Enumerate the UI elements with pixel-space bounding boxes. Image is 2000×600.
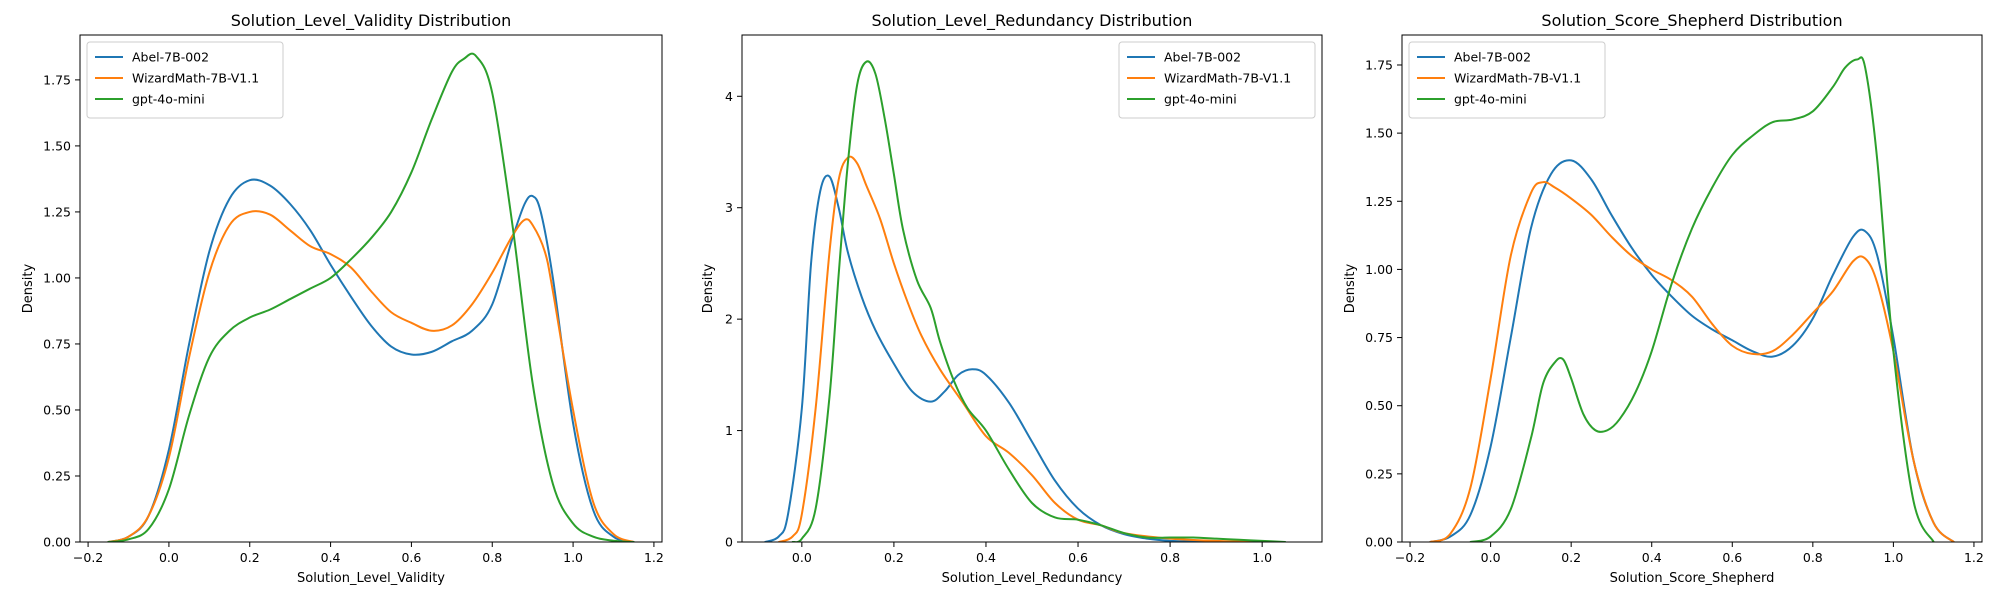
y-axis-label: Density <box>21 263 36 313</box>
y-tick-label: 1.50 <box>1365 126 1393 141</box>
y-tick-label: 3 <box>725 200 733 215</box>
y-tick-label: 2 <box>725 312 733 327</box>
legend-label: WizardMath-7B-V1.1 <box>132 71 259 86</box>
legend-box <box>1118 41 1316 119</box>
x-tick-label: 0.0 <box>1481 550 1501 565</box>
chart-title: Solution_Level_Validity Distribution <box>231 11 512 31</box>
y-axis-label: Density <box>1343 263 1358 313</box>
x-tick-label: 0.4 <box>321 550 341 565</box>
legend: Abel-7B-002 WizardMath-7B-V1.1 gpt-4o-mini <box>1408 41 1606 119</box>
y-tick-label: 1.25 <box>43 204 71 219</box>
series-lines <box>107 52 635 542</box>
x-tick-label: 1.2 <box>1964 550 1984 565</box>
x-tick-label: 0.8 <box>1803 550 1823 565</box>
x-tick-label: 1.2 <box>644 550 664 565</box>
x-tick-label: 0.8 <box>482 550 502 565</box>
y-tick-label: 4 <box>725 89 733 104</box>
x-tick-label: 0.8 <box>1160 550 1180 565</box>
y-tick-label: 1.75 <box>43 72 71 87</box>
y-tick-label: 1.50 <box>43 138 71 153</box>
series-line-gpt-4o-mini <box>107 52 635 542</box>
y-tick-label: 0.75 <box>43 336 71 351</box>
x-tick-label: 1.0 <box>1883 550 1903 565</box>
y-tick-label: 0 <box>725 535 733 550</box>
legend-label: gpt-4o-mini <box>1454 92 1527 107</box>
series-line-wizardmath-7b-v1-1 <box>107 210 635 542</box>
series-line-abel-7b-002 <box>107 178 635 542</box>
y-tick-label: 0.00 <box>1365 535 1393 550</box>
x-axis-label: Solution_Level_Redundancy <box>942 571 1123 586</box>
subplot-3: −0.2 0.0 0.2 0.4 0.6 0.8 1.0 1.2 0.00 0.25 0.50 0.7… <box>1343 11 1984 586</box>
y-tick-label: 0.25 <box>1365 466 1393 481</box>
x-tick-label: 0.6 <box>1722 550 1742 565</box>
legend-label: WizardMath-7B-V1.1 <box>1164 71 1291 86</box>
subplot-1: −0.2 0.0 0.2 0.4 0.6 0.8 1.0 1.2 0.00 0.25 0.50 0.7… <box>21 11 664 586</box>
axes-frame <box>1401 34 1983 543</box>
x-tick-label: 1.0 <box>563 550 583 565</box>
x-tick-label: 0.4 <box>976 550 996 565</box>
x-tick-label: 0.6 <box>1068 550 1088 565</box>
x-tick-label: 0.4 <box>1642 550 1662 565</box>
x-tick-label: −0.2 <box>73 550 103 565</box>
axes-frame <box>741 34 1323 543</box>
y-tick-label: 0.75 <box>1365 330 1393 345</box>
legend-box <box>1408 41 1606 119</box>
y-tick-label: 0.25 <box>43 468 71 483</box>
y-tick-label: 1.25 <box>1365 194 1393 209</box>
y-tick-label: 1.75 <box>1365 57 1393 72</box>
y-tick-label: 0.00 <box>43 535 71 550</box>
series-lines <box>764 60 1287 542</box>
legend-box <box>86 41 284 119</box>
axes-frame <box>79 34 663 543</box>
x-tick-label: 0.2 <box>884 550 904 565</box>
legend-label: WizardMath-7B-V1.1 <box>1454 71 1581 86</box>
series-line-gpt-4o-mini <box>1469 56 1935 542</box>
x-tick-label: 0.0 <box>159 550 179 565</box>
chart-title: Solution_Level_Redundancy Distribution <box>872 11 1193 31</box>
legend-label: Abel-7B-002 <box>1454 50 1531 65</box>
x-axis-label: Solution_Score_Shepherd <box>1610 571 1775 586</box>
x-tick-label: 0.2 <box>240 550 260 565</box>
legend-label: Abel-7B-002 <box>1164 50 1241 65</box>
legend-label: gpt-4o-mini <box>132 92 205 107</box>
y-axis-label: Density <box>701 263 716 313</box>
y-tick-label: 1.00 <box>43 270 71 285</box>
y-tick-label: 0.50 <box>1365 398 1393 413</box>
chart-title: Solution_Score_Shepherd Distribution <box>1541 11 1842 31</box>
x-tick-label: 1.0 <box>1252 550 1272 565</box>
y-tick-label: 0.50 <box>43 402 71 417</box>
x-tick-label: 0.0 <box>792 550 812 565</box>
series-line-abel-7b-002 <box>1429 159 1955 542</box>
x-tick-label: 0.2 <box>1561 550 1581 565</box>
series-line-wizardmath-7b-v1-1 <box>1429 181 1955 542</box>
legend-label: Abel-7B-002 <box>132 50 209 65</box>
series-line-gpt-4o-mini <box>791 60 1287 542</box>
legend-label: gpt-4o-mini <box>1164 92 1237 107</box>
y-tick-label: 1.00 <box>1365 262 1393 277</box>
x-axis-label: Solution_Level_Validity <box>297 571 445 586</box>
y-tick-label: 1 <box>725 423 733 438</box>
legend: Abel-7B-002 WizardMath-7B-V1.1 gpt-4o-mini <box>1118 41 1316 119</box>
series-lines <box>1429 56 1955 542</box>
x-tick-label: −0.2 <box>1395 550 1425 565</box>
plot-area <box>742 35 1322 542</box>
legend: Abel-7B-002 WizardMath-7B-V1.1 gpt-4o-mini <box>86 41 284 119</box>
subplot-2: 0.0 0.2 0.4 0.6 0.8 1.0 0 1 2 3 4 Solution_Level_Re… <box>701 11 1323 586</box>
x-tick-label: 0.6 <box>401 550 421 565</box>
